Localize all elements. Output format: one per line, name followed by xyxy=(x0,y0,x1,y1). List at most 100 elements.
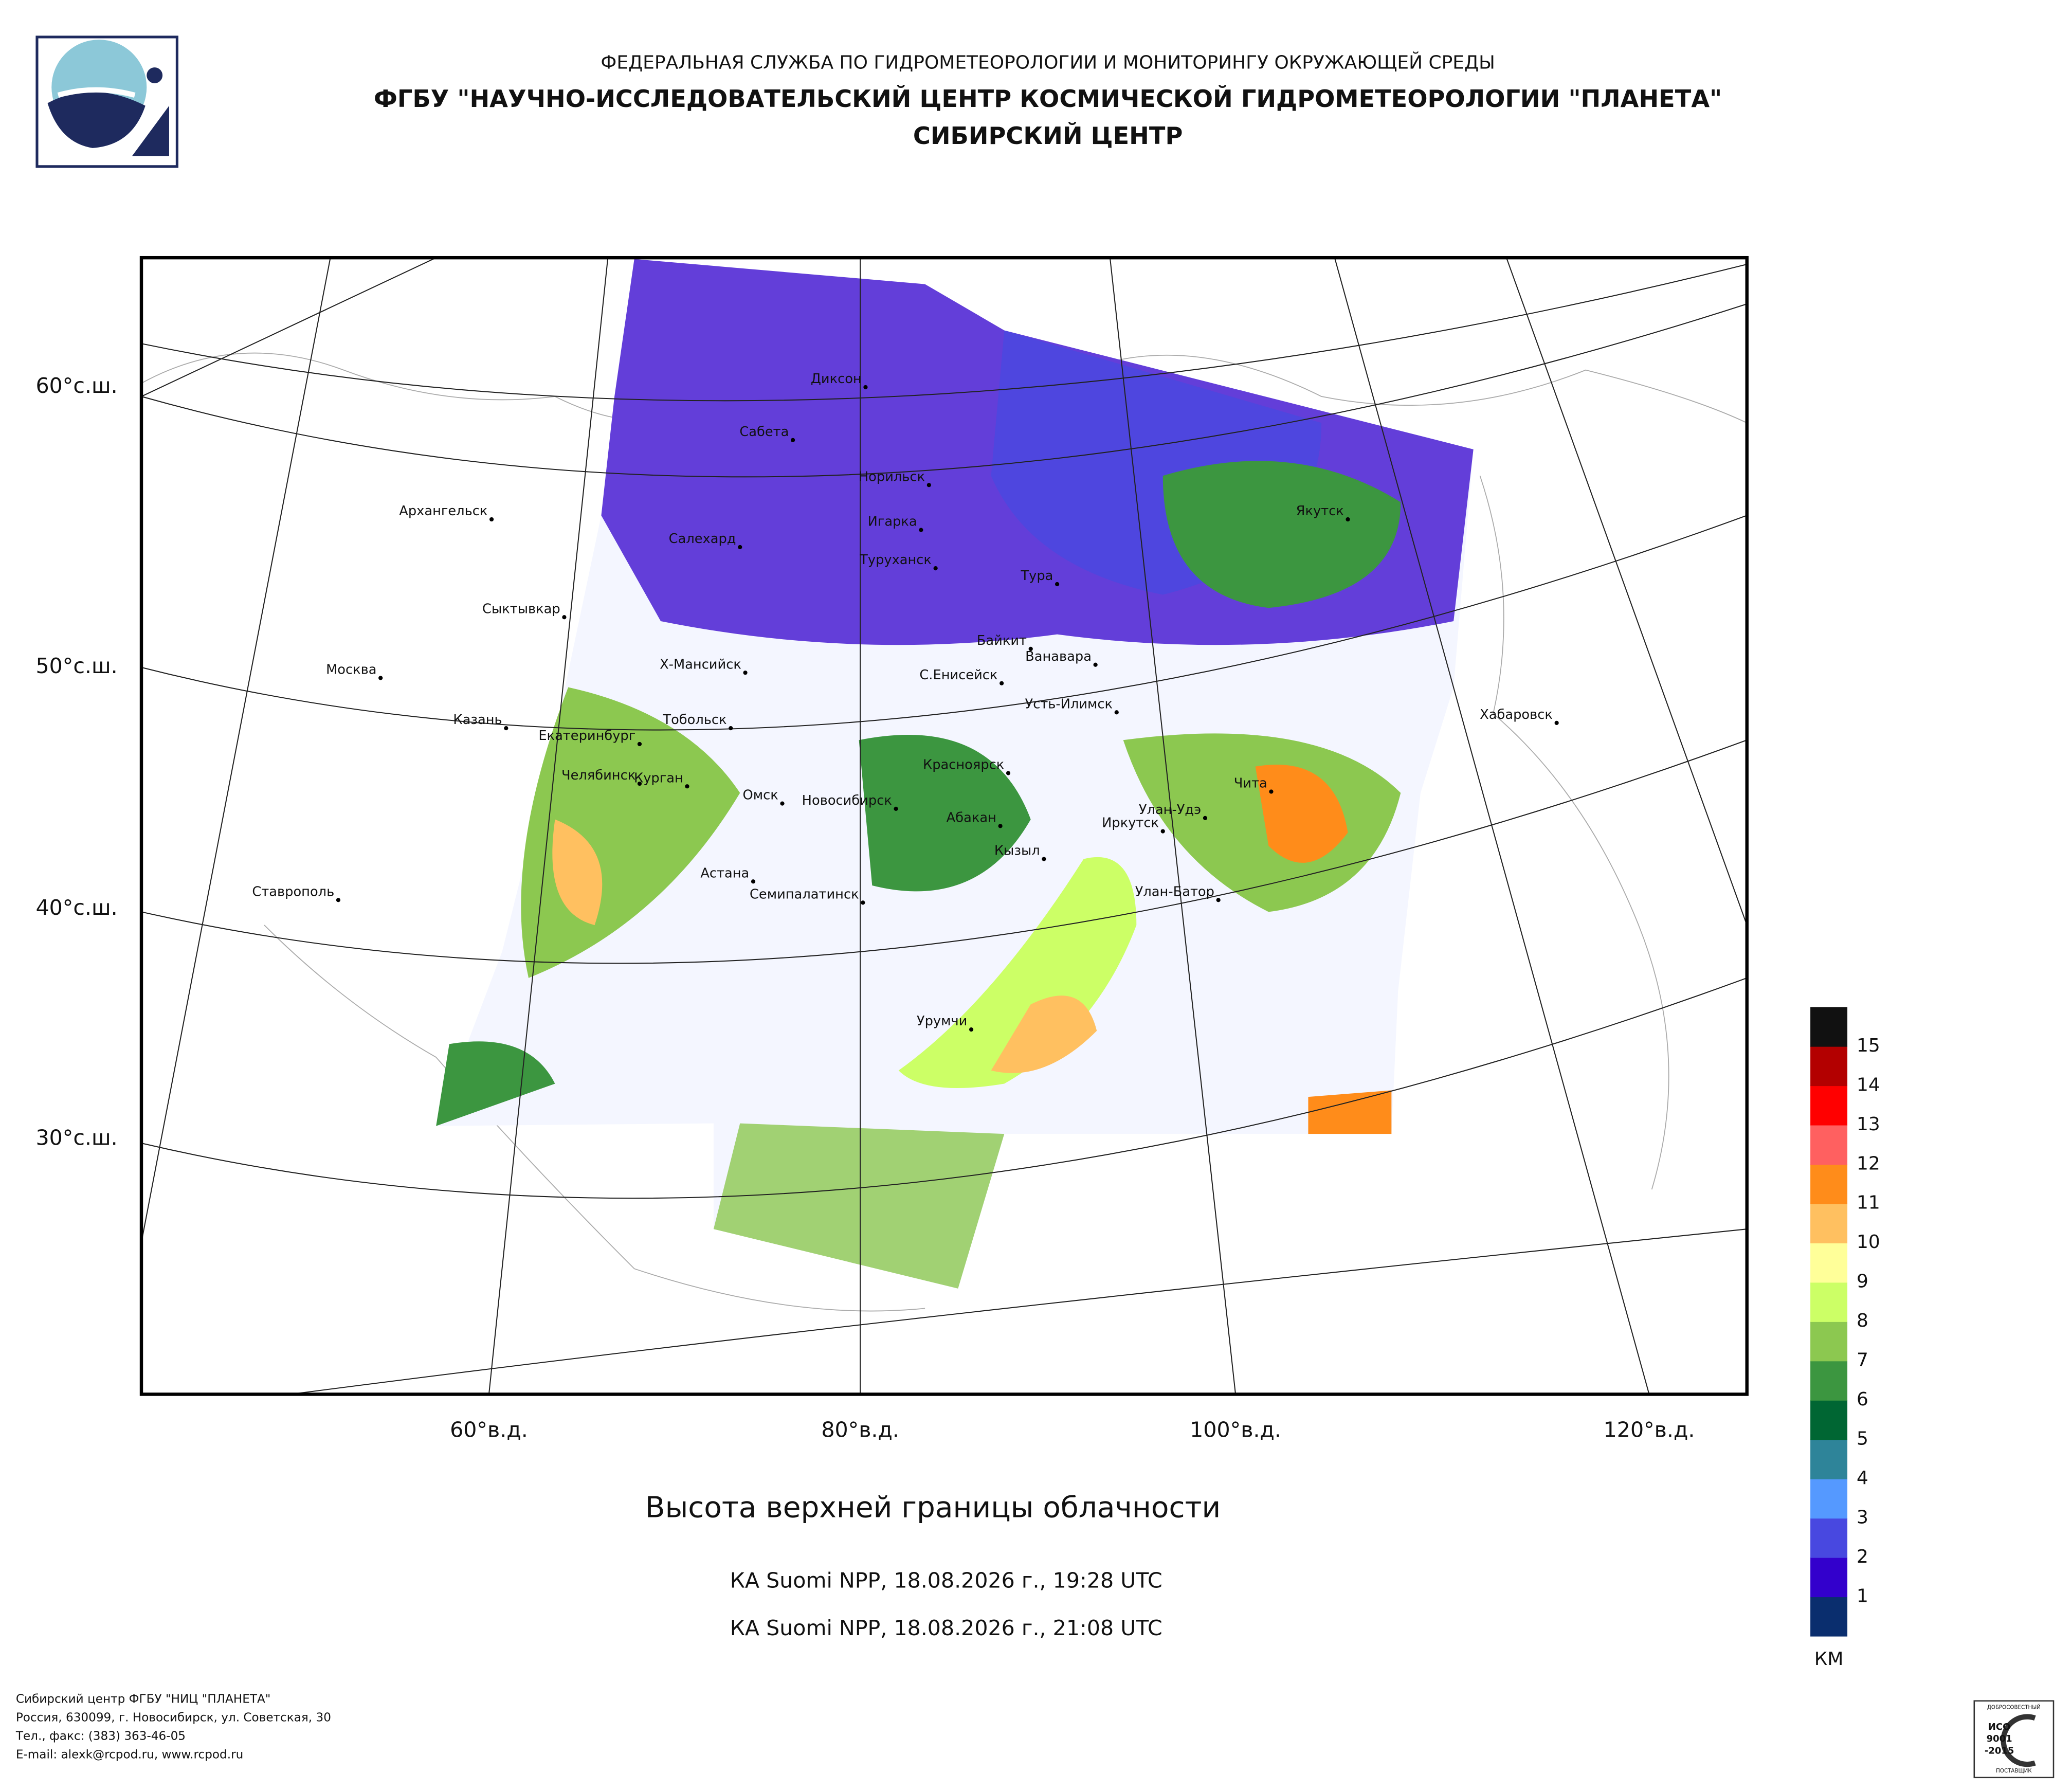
map-area xyxy=(141,258,1747,1395)
city-dot xyxy=(933,566,938,571)
city-dot xyxy=(919,528,923,532)
city-label: Урумчи xyxy=(917,1014,967,1029)
city-label: Диксон xyxy=(811,371,862,387)
logo xyxy=(35,35,178,168)
city-dot xyxy=(1093,662,1098,667)
badge-text: ДОБРОСОВЕСТНЫЙ xyxy=(1987,1704,2041,1711)
city-label: Ванавара xyxy=(1025,649,1092,664)
city-dot xyxy=(504,726,508,731)
legend-tick-label: 6 xyxy=(1857,1389,1868,1410)
city-label: Сабета xyxy=(739,424,789,440)
city-dot xyxy=(780,801,785,806)
city-label: С.Енисейск xyxy=(919,667,997,683)
city-label: Красноярск xyxy=(923,757,1004,773)
lat-label: 60°с.ш. xyxy=(35,373,117,398)
city-dot xyxy=(1203,816,1208,821)
lon-label: 120°в.д. xyxy=(1604,1417,1695,1442)
legend-swatch xyxy=(1810,1203,1848,1243)
legend-swatch xyxy=(1810,1086,1848,1126)
city-dot xyxy=(1006,771,1011,775)
city-label: Х-Мансийск xyxy=(660,657,741,672)
badge-text: ИСО xyxy=(1988,1722,2011,1732)
footer-line: E-mail: alexk@rcpod.ru, www.rcpod.ru xyxy=(16,1748,243,1762)
lat-label: 40°с.ш. xyxy=(35,895,117,920)
city-label: Кызыл xyxy=(994,843,1040,859)
legend-swatch xyxy=(1810,1478,1848,1519)
city-label: Игарка xyxy=(868,514,917,530)
legend-swatch xyxy=(1810,1439,1848,1479)
city-dot xyxy=(1216,898,1221,902)
footer: Сибирский центр ФГБУ "НИЦ "ПЛАНЕТА" Росси… xyxy=(15,1693,331,1762)
city-label: Тобольск xyxy=(662,712,726,728)
city-label: Абакан xyxy=(947,810,996,825)
header-line: ФЕДЕРАЛЬНАЯ СЛУЖБА ПО ГИДРОМЕТЕОРОЛОГИИ … xyxy=(601,51,1495,73)
footer-line: Тел., факс: (383) 363-46-05 xyxy=(15,1730,186,1743)
city-dot xyxy=(894,806,898,811)
legend-tick-label: 15 xyxy=(1857,1035,1880,1056)
legend-unit: КМ xyxy=(1814,1649,1844,1670)
legend-tick-label: 9 xyxy=(1857,1271,1868,1292)
legend-tick-label: 13 xyxy=(1857,1114,1880,1135)
city-dot xyxy=(926,483,931,487)
legend-swatch xyxy=(1810,1597,1848,1637)
city-dot xyxy=(562,615,567,620)
city-dot xyxy=(1554,720,1559,725)
legend-swatch xyxy=(1810,1361,1848,1401)
city-label: Байкит xyxy=(977,633,1027,648)
city-dot xyxy=(969,1027,974,1032)
pass-info: КА Suomi NPP, 18.08.2026 г., 21:08 UTC xyxy=(730,1616,1162,1640)
city-dot xyxy=(1114,710,1119,715)
city-label: Челябинск xyxy=(561,768,635,783)
lat-label: 50°с.ш. xyxy=(35,654,117,678)
legend-tick-label: 7 xyxy=(1857,1350,1868,1371)
city-label: Казань xyxy=(453,712,502,728)
badge: ДОБРОСОВЕСТНЫЙ ИСО 9001 -2015 ПОСТАВЩИК xyxy=(1973,1700,2055,1779)
legend-tick-label: 14 xyxy=(1857,1074,1880,1095)
city-label: Омск xyxy=(743,788,778,803)
city-label: Сыктывкар xyxy=(482,601,560,617)
legend-tick-label: 2 xyxy=(1857,1546,1868,1567)
city-label: Екатеринбург xyxy=(538,728,635,744)
pass-info: КА Suomi NPP, 18.08.2026 г., 19:28 UTC xyxy=(730,1568,1162,1593)
legend-swatch xyxy=(1810,1557,1848,1598)
city-dot xyxy=(1160,829,1165,834)
badge-text: 9001 xyxy=(1987,1733,2012,1744)
city-label: Улан-Батор xyxy=(1135,884,1214,899)
city-label: Норильск xyxy=(859,469,925,484)
city-label: Туруханск xyxy=(859,552,932,568)
map-frame xyxy=(139,256,1749,1396)
title: Высота верхней границы облачности xyxy=(645,1491,1221,1525)
legend-tick-label: 1 xyxy=(1857,1585,1868,1606)
legend-tick-label: 10 xyxy=(1857,1232,1880,1253)
city-dot xyxy=(790,438,795,442)
city-label: Улан-Удэ xyxy=(1139,802,1201,818)
lon-label: 80°в.д. xyxy=(821,1417,899,1442)
legend-swatch xyxy=(1810,1400,1848,1440)
lat-label: 30°с.ш. xyxy=(35,1125,117,1150)
city-label: Иркутск xyxy=(1102,816,1159,831)
city-label: Курган xyxy=(634,770,683,786)
city-dot xyxy=(1028,646,1033,652)
city-label: Якутск xyxy=(1296,503,1344,519)
legend-tick-label: 5 xyxy=(1857,1428,1868,1449)
footer-line: Сибирский центр ФГБУ "НИЦ "ПЛАНЕТА" xyxy=(16,1693,271,1706)
legend-swatch xyxy=(1810,1164,1848,1204)
city-label: Астана xyxy=(700,865,749,881)
city-dot xyxy=(1269,789,1274,794)
legend-swatch xyxy=(1810,1518,1848,1558)
city-dot xyxy=(1055,582,1060,587)
header-line: ФГБУ "НАУЧНО-ИССЛЕДОВАТЕЛЬСКИЙ ЦЕНТР КОС… xyxy=(374,85,1722,113)
city-label: Архангельск xyxy=(399,503,487,519)
legend-swatch xyxy=(1810,1282,1848,1322)
city-dot xyxy=(863,385,868,390)
badge-text: -2015 xyxy=(1985,1745,2014,1756)
legend-swatch xyxy=(1810,1125,1848,1165)
badge-text: ПОСТАВЩИК xyxy=(1996,1768,2032,1774)
legend-tick-label: 8 xyxy=(1857,1310,1868,1331)
city-dot xyxy=(743,671,748,675)
city-dot xyxy=(861,900,865,905)
legend-swatch xyxy=(1810,1243,1848,1283)
lon-label: 60°в.д. xyxy=(450,1417,528,1442)
